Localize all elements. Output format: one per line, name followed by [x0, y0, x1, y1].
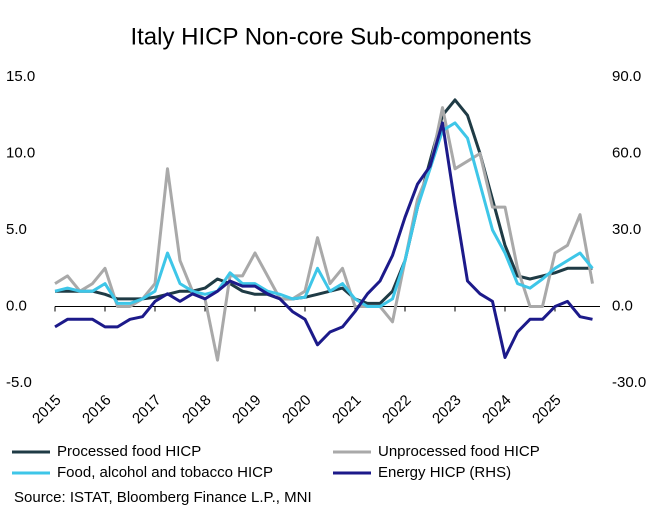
y-tick-label: 10.0 [6, 144, 35, 161]
legend-label: Energy HICP (RHS) [378, 464, 511, 481]
y-tick-label: 0.0 [6, 297, 27, 314]
y2-tick-label: -30.0 [612, 374, 646, 391]
x-tick-label: 2022 [379, 392, 415, 428]
series-line [54, 106, 594, 362]
legend-label: Unprocessed food HICP [378, 443, 540, 460]
x-tick-label: 2025 [529, 392, 565, 428]
y-tick-label: 15.0 [6, 68, 35, 85]
legend-label: Processed food HICP [57, 443, 201, 460]
x-tick-label: 2016 [79, 392, 115, 428]
y2-tick-label: 90.0 [612, 68, 641, 85]
x-tick-label: 2020 [279, 392, 315, 428]
x-tick-label: 2018 [179, 392, 215, 428]
y2-tick-label: 0.0 [612, 297, 633, 314]
legend-label: Food, alcohol and tobacco HICP [57, 464, 273, 481]
x-tick-label: 2023 [429, 392, 465, 428]
y2-tick-label: 30.0 [612, 221, 641, 238]
series-line [54, 121, 593, 359]
x-tick-label: 2021 [329, 392, 365, 428]
x-tick-label: 2015 [29, 392, 65, 428]
y-tick-label: 5.0 [6, 221, 27, 238]
source-note: Source: ISTAT, Bloomberg Finance L.P., M… [14, 489, 312, 506]
x-tick-label: 2017 [129, 392, 165, 428]
y-tick-label: -5.0 [6, 374, 32, 391]
series-line [54, 121, 594, 308]
chart-title: Italy HICP Non-core Sub-components [130, 23, 531, 50]
y2-tick-label: 60.0 [612, 144, 641, 161]
x-tick-label: 2019 [229, 392, 265, 428]
x-tick-label: 2024 [479, 392, 515, 428]
